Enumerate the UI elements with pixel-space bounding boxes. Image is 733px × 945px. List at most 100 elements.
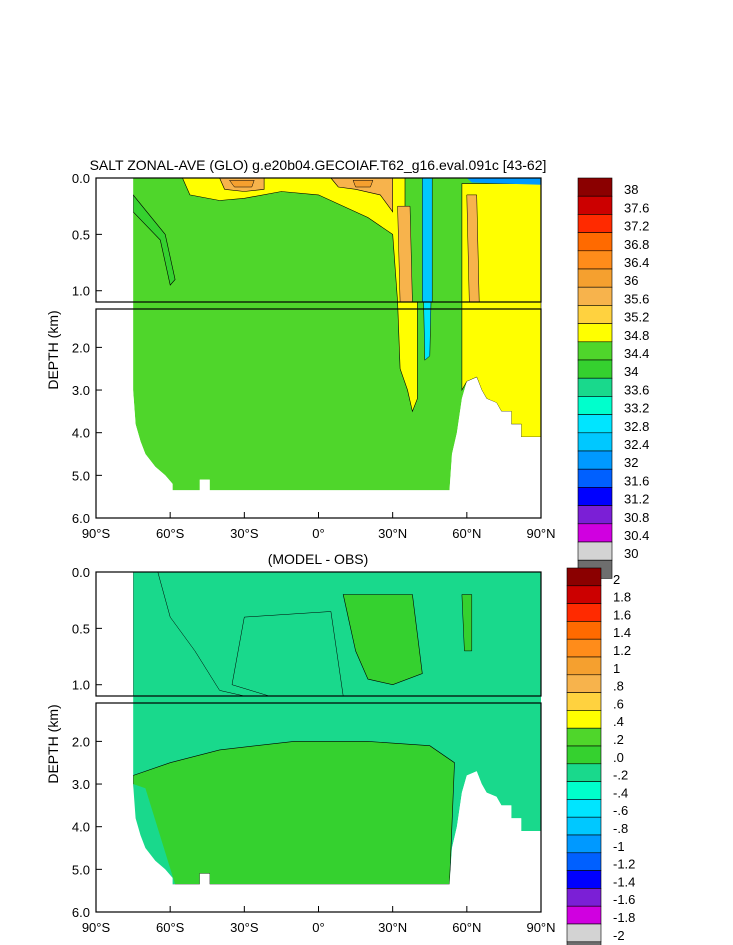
colorbar-swatch [566,674,602,693]
ocean-region-lower [133,302,541,491]
colorbar-swatch [577,177,613,197]
colorbar-swatch [577,268,613,288]
colorbar-label: 31.2 [624,492,649,507]
colorbar-label: 1.4 [613,625,631,640]
chart-panel-1: SALT ZONAL-AVE (GLO) g.e20b04.GECOIAF.T6… [45,157,649,579]
colorbar-swatch [566,692,602,711]
region-diff-pos-north [342,594,423,686]
colorbar-label: 33.2 [624,401,649,416]
colorbar-swatch [577,541,613,561]
colorbar-swatch [566,781,602,800]
colorbar-label: -1 [613,839,625,854]
x-tick-label: 90°S [82,526,111,541]
region-36-north [352,180,374,188]
colorbar-swatch [566,710,602,729]
y-tick-label: 3.0 [72,383,90,398]
x-tick-label: 90°S [82,920,111,935]
y-tick-label: 2.0 [72,340,90,355]
colorbar-swatch [577,286,613,306]
colorbar-swatch [566,603,602,622]
colorbar-swatch [566,763,602,782]
x-tick-label: 90°N [526,920,555,935]
y-axis-label: DEPTH (km) [45,704,61,783]
chart-title: SALT ZONAL-AVE (GLO) g.e20b04.GECOIAF.T6… [90,157,547,173]
land-mask-upper [96,178,134,302]
x-tick-label: 60°N [452,920,481,935]
land-mask-lower [96,696,541,912]
y-tick-label: 0.0 [72,171,90,186]
x-tick-label: 90°N [526,526,555,541]
colorbar-label: .4 [613,714,624,729]
colorbar-label: 2 [613,572,620,587]
colorbar-swatch [577,468,613,488]
colorbar-swatch [566,799,602,818]
colorbar-label: -.4 [613,785,628,800]
y-tick-label: 5.0 [72,862,90,877]
colorbar-label: 1 [613,661,620,676]
colorbar-label: -1.8 [613,910,635,925]
colorbar-swatch [577,359,613,379]
colorbar-swatch [577,523,613,543]
colorbar-label: 34.8 [624,328,649,343]
colorbar-label: 32.4 [624,437,649,452]
y-tick-label: 6.0 [72,511,90,526]
colorbar-swatch [566,567,602,587]
colorbar-swatch [566,941,602,945]
colorbar-swatch [577,414,613,434]
y-tick-label: 0.0 [72,565,90,580]
colorbar-label: -.6 [613,803,628,818]
x-tick-label: 30°N [378,920,407,935]
colorbar-label: 33.6 [624,382,649,397]
colorbar-swatch [577,323,613,343]
region-arctic-fresh [466,178,541,185]
colorbar-swatch [566,638,602,658]
region-36-south [229,180,255,188]
colorbar-swatch [566,923,602,943]
colorbar-swatch [566,905,602,925]
y-tick-label: 6.0 [72,905,90,920]
y-axis-label: DEPTH (km) [45,310,61,389]
chart-panel-2: (MODEL - OBS)DEPTH (km)0.00.51.02.03.04.… [45,551,635,945]
x-tick-label: 60°S [156,920,185,935]
colorbar-swatch [577,214,613,233]
colorbar-swatch [566,870,602,889]
x-tick-label: 30°N [378,526,407,541]
plot-frame-upper [95,177,542,303]
colorbar-label: 32 [624,455,638,470]
colorbar-label: -2 [613,928,625,943]
colorbar-label: .6 [613,696,624,711]
x-tick-label: 30°S [230,526,259,541]
region-fresh-column-deep [423,301,432,361]
colorbar-label: -1.4 [613,874,635,889]
region-med-35-6 [397,205,413,303]
colorbar-swatch [566,852,602,871]
colorbar-swatch [577,341,613,361]
colorbar-label: 37.2 [624,219,649,234]
colorbar-swatch [577,232,613,252]
x-tick-label: 0° [312,526,324,541]
x-tick-label: 30°S [230,920,259,935]
x-tick-label: 60°S [156,526,185,541]
colorbar-label: .0 [613,750,624,765]
y-tick-label: 1.0 [72,678,90,693]
colorbar-label: 30.8 [624,510,649,525]
colorbar-swatch [577,250,613,270]
x-tick-label: 60°N [452,526,481,541]
colorbar-label: 32.8 [624,419,649,434]
y-tick-label: 4.0 [72,820,90,835]
colorbar-swatch [577,450,613,470]
colorbar-label: 1.6 [613,607,631,622]
chart-title: (MODEL - OBS) [268,551,369,567]
land-mask-lower [96,302,541,518]
y-tick-label: 0.5 [72,621,90,636]
colorbar-swatch [577,305,613,324]
colorbar-label: 30.4 [624,528,649,543]
colorbar-swatch [566,727,602,747]
y-tick-label: 0.5 [72,227,90,242]
colorbar-label: .2 [613,732,624,747]
colorbar-swatch [577,377,613,397]
colorbar: 21.81.61.41.21.8.6.4.2.0-.2-.4-.6-.8-1-1… [566,567,635,945]
colorbar-swatch [577,505,613,525]
y-tick-label: 2.0 [72,734,90,749]
